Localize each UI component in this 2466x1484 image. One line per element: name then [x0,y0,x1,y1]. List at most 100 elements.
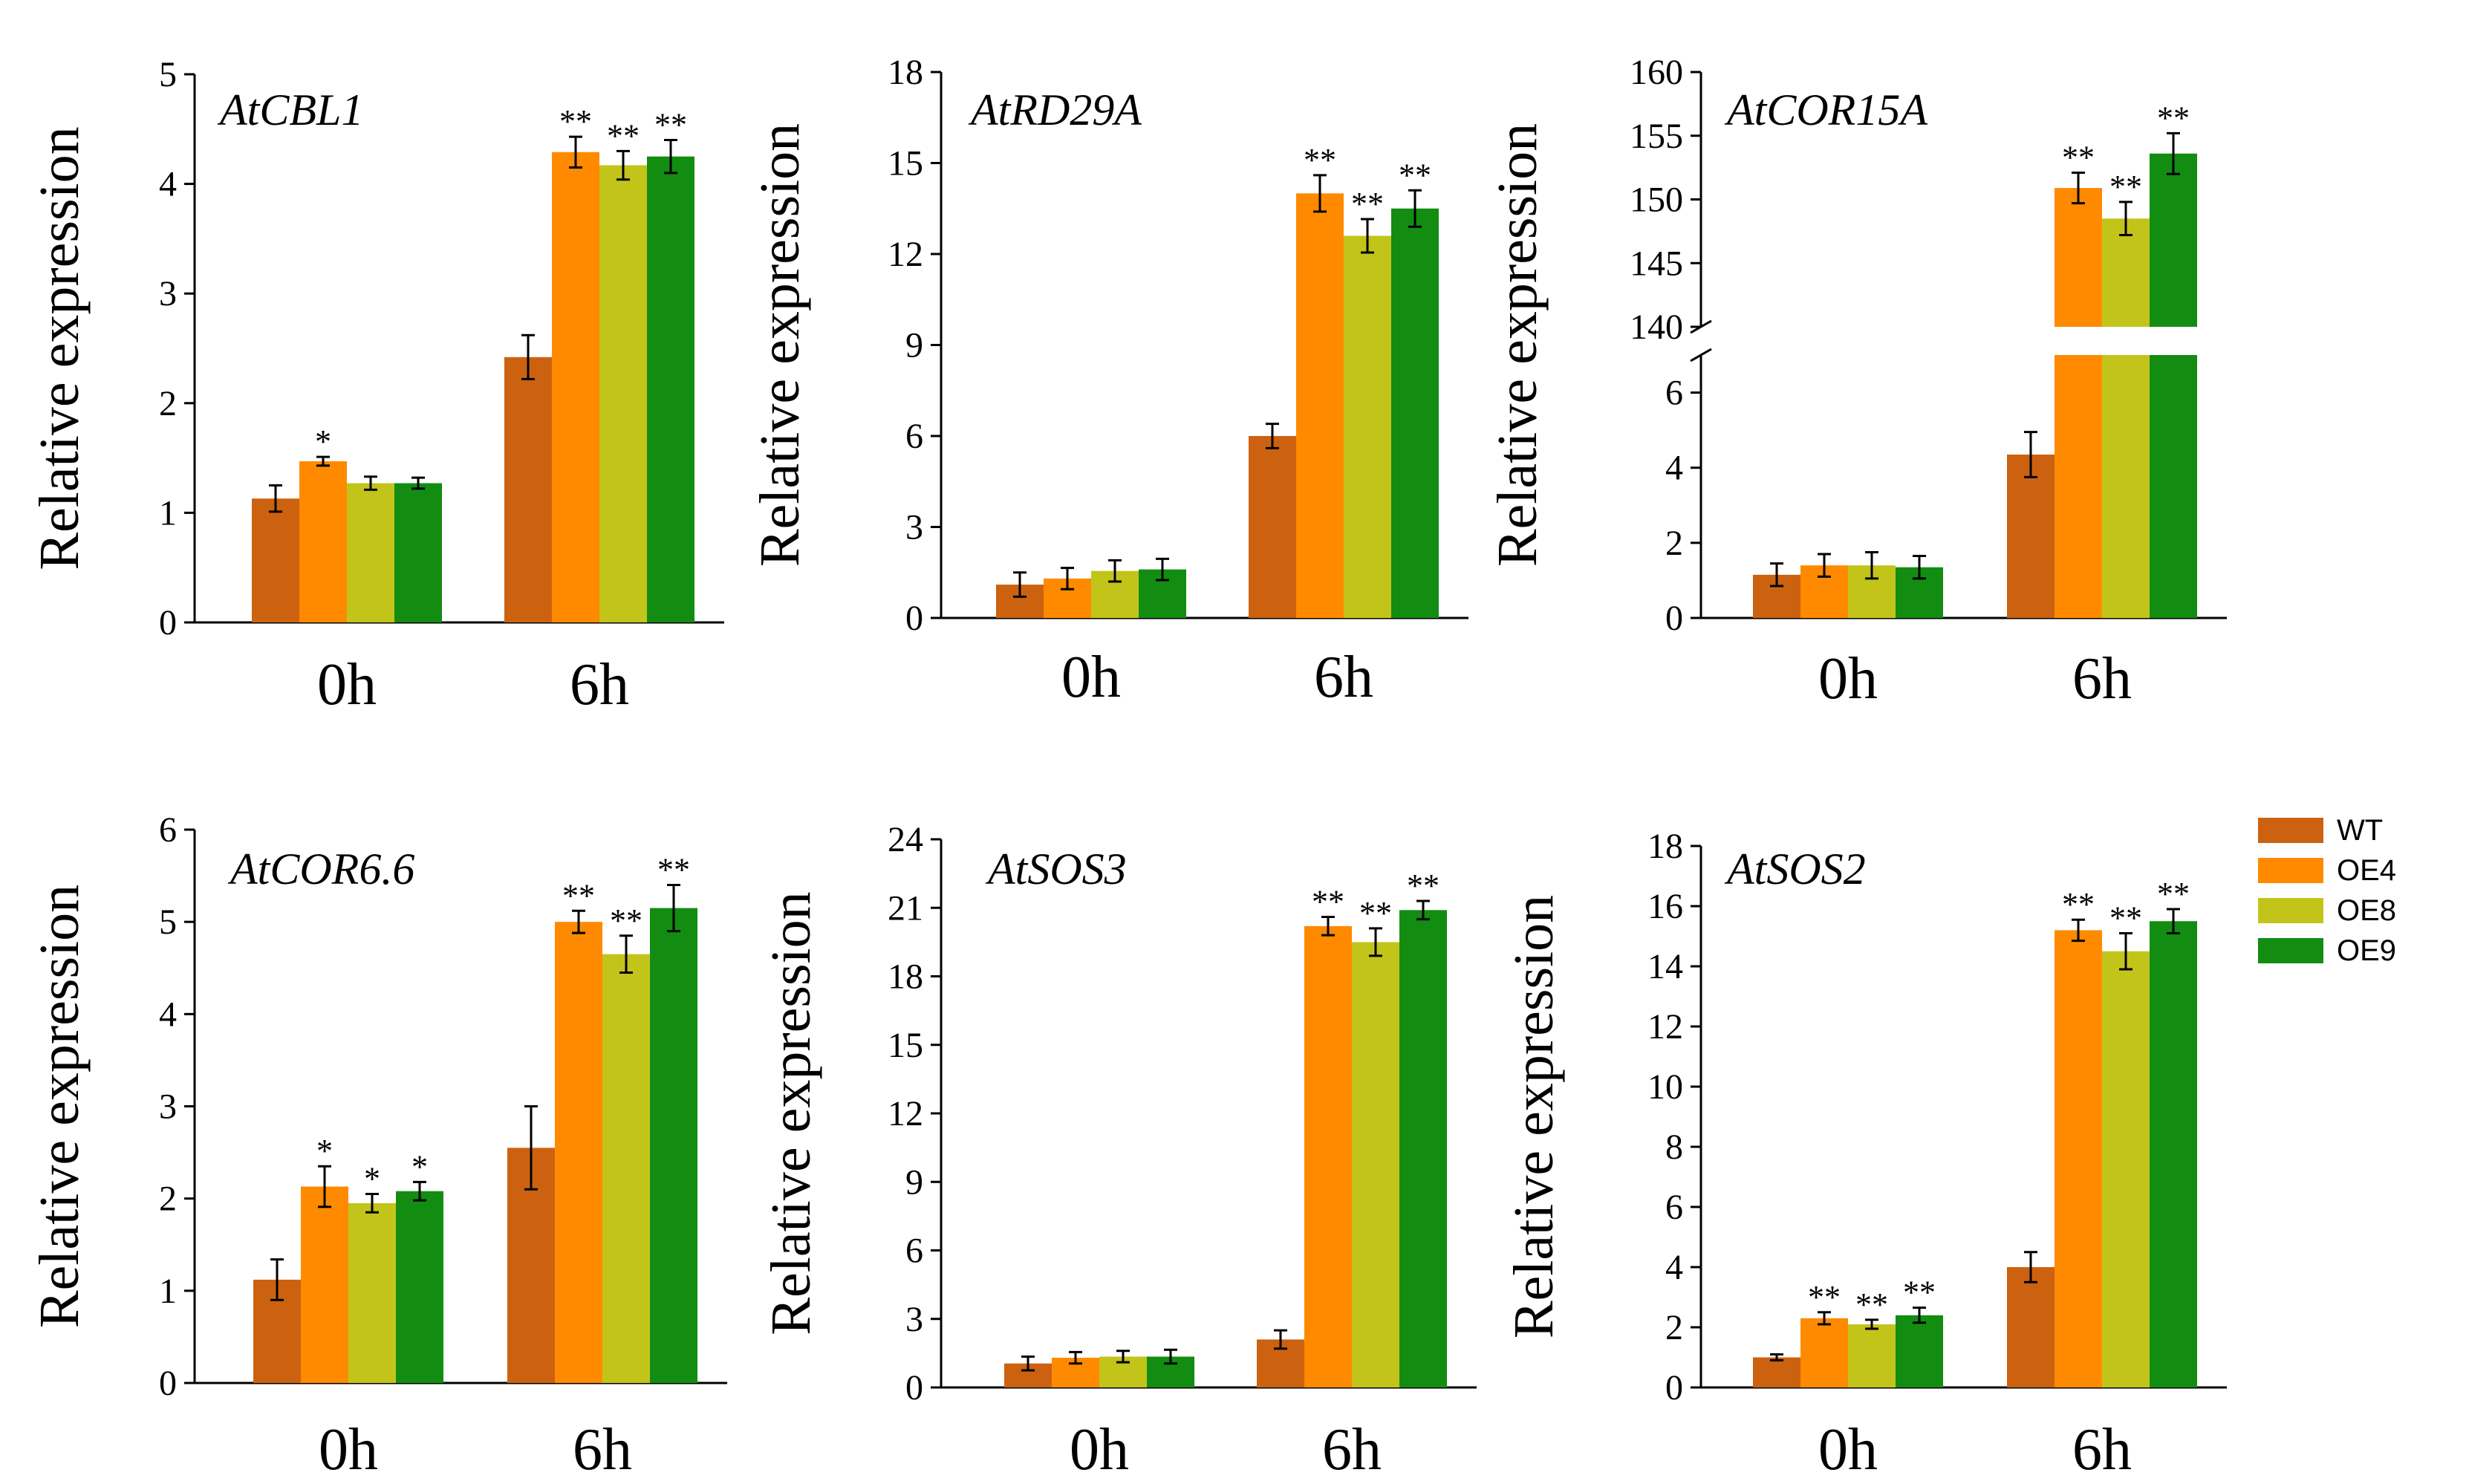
significance-mark: ** [1359,895,1392,931]
error-bar [1770,562,1783,588]
error-bar [616,149,630,181]
y-tick-label: 18 [888,53,923,92]
significance-mark: ** [1855,1286,1888,1323]
bar-oe8-0h [1848,1324,1896,1387]
error-bar [1913,1306,1926,1324]
y-tick-label: 2 [1665,524,1683,563]
bar-oe8-6h [2102,951,2150,1387]
y-tick-label: 10 [1647,1067,1683,1107]
y-tick-label: 3 [159,1087,177,1127]
chart-panel-atcor15a: 0 2 4 6 140 145 150 155 160 Relative expression At… [1486,53,2227,712]
legend-swatch-oe4 [2258,858,2323,883]
significance-mark: ** [2109,899,2142,936]
y-tick-label: 5 [159,55,177,94]
error-bar [1770,1353,1783,1362]
bar-oe8-0h [348,1203,396,1383]
y-tick-label: 18 [888,957,923,997]
y-tick-label: 2 [159,1179,177,1219]
bar-oe9-6h [647,156,694,622]
y-axis: 0 2 4 6 8 10 12 14 16 18 [1647,827,1702,1407]
bar-oe9-0h [396,1191,443,1383]
y-tick-label: 6 [1665,374,1683,413]
y-tick-label: 4 [1665,449,1683,488]
error-bar [2072,171,2085,205]
significance-mark: * [364,1160,380,1197]
significance-mark: ** [1399,157,1431,193]
bar-oe8-0h [347,483,394,622]
bar-oe4-0h [301,1186,348,1383]
y-axis: 0 3 6 9 12 15 18 21 24 [888,820,943,1407]
bars: ** ** ** ** ** ** [1753,876,2197,1387]
error-bar [1408,189,1422,228]
bar-oe4-6h-lower [2055,355,2102,618]
error-bar [1818,1311,1831,1326]
y-tick-label: 0 [159,603,177,642]
y-tick-label: 5 [159,902,177,942]
significance-mark: ** [2157,100,2190,136]
error-bar [1013,571,1027,598]
bar-oe9-6h [1391,208,1439,618]
error-bar [664,139,677,175]
error-bar [619,934,633,974]
legend-swatch-wt [2258,818,2323,843]
significance-mark: ** [607,117,640,154]
y-axis: 0 1 2 3 4 5 [159,55,196,642]
significance-mark: ** [1903,1275,1936,1311]
y-tick-label: 24 [888,820,923,859]
bar-oe9-6h-lower [2150,355,2197,618]
error-bar [1061,567,1074,590]
y-tick-label: 12 [888,235,923,274]
significance-mark: ** [2062,139,2095,175]
y-tick-label: 6 [905,1231,923,1271]
y-tick-label: 140 [1630,307,1683,347]
y-tick-label: 6 [905,417,923,456]
bar-wt-6h [1249,436,1296,618]
y-tick-label: 1 [159,493,177,533]
error-bar [1865,551,1878,580]
y-tick-label: 15 [888,144,923,183]
y-tick-label: 1 [159,1272,177,1311]
y-tick-label: 3 [159,274,177,313]
y-axis-label: Relative expression [28,885,91,1328]
error-bar [2167,131,2180,175]
error-bar [667,884,680,933]
bar-oe8-6h [602,954,650,1383]
error-bar [2119,931,2132,971]
legend-label-oe8: OE8 [2337,894,2396,927]
error-bar [572,909,585,934]
error-bar [2024,1251,2037,1283]
y-axis: 0 2 4 6 140 145 150 155 160 [1630,53,1712,638]
error-bar [1069,1350,1082,1365]
legend-label-oe4: OE4 [2337,854,2396,887]
bars: ** ** ** [1004,868,1447,1387]
bar-oe9-6h [1399,910,1447,1387]
bar-wt-6h [504,357,552,622]
x-category-label: 6h [2072,646,2132,712]
bars: ** ** ** [1753,100,2197,618]
bar-oe8-6h-lower [2102,355,2150,618]
error-bar [1369,927,1382,957]
y-tick-label: 0 [905,599,923,638]
error-bar [411,476,425,490]
y-tick-label: 9 [905,1162,923,1202]
chart-panel-atsos2: 0 2 4 6 8 10 12 14 16 18 Relative expression AtSOS2… [1503,827,2227,1483]
y-tick-label: 2 [1665,1308,1683,1347]
y-tick-label: 12 [1647,1007,1683,1047]
y-tick-label: 4 [1665,1248,1683,1287]
y-tick-label: 4 [159,995,177,1034]
bar-oe4-6h [2055,930,2102,1387]
error-bar [1266,423,1279,449]
error-bar [1108,559,1122,583]
error-bar [1321,916,1335,937]
y-axis: 0 1 2 3 4 5 6 [159,810,196,1403]
bars: ** ** ** [996,142,1439,618]
y-tick-label: 150 [1630,180,1683,220]
y-tick-label: 8 [1665,1127,1683,1167]
significance-mark: * [316,1133,333,1169]
significance-mark: * [315,423,331,460]
significance-mark: ** [1304,142,1336,178]
y-tick-label: 3 [905,508,923,547]
error-bar [2119,201,2132,237]
